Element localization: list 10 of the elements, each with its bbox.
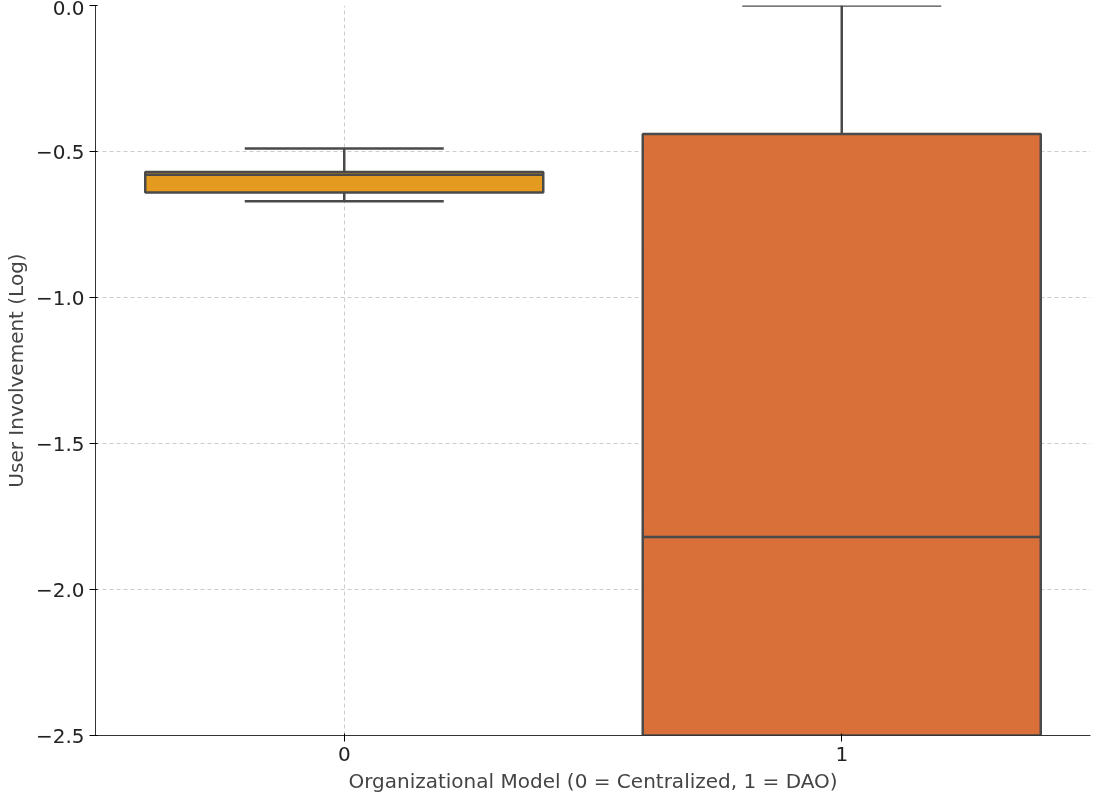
y-tick-label: −0.5 — [35, 139, 85, 164]
x-tick-label: 1 — [835, 741, 849, 766]
x-axis-title: Organizational Model (0 = Centralized, 1 = DAO) — [348, 768, 838, 793]
y-tick-label: −2.0 — [35, 577, 85, 602]
y-tick-label: −2.5 — [35, 723, 85, 748]
y-tick-label: −1.5 — [35, 431, 85, 456]
x-tick-label: 0 — [337, 741, 351, 766]
y-tick-label: −1.0 — [35, 285, 85, 310]
y-tick-label: 0.0 — [52, 0, 85, 20]
y-axis-title: User Involvement (Log) — [3, 253, 28, 488]
